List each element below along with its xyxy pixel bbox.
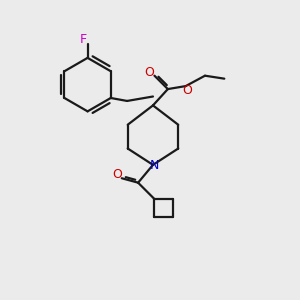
Text: F: F [80,33,87,46]
Text: N: N [150,159,159,172]
Text: O: O [112,168,122,181]
Text: O: O [182,84,192,97]
Text: O: O [144,66,154,79]
